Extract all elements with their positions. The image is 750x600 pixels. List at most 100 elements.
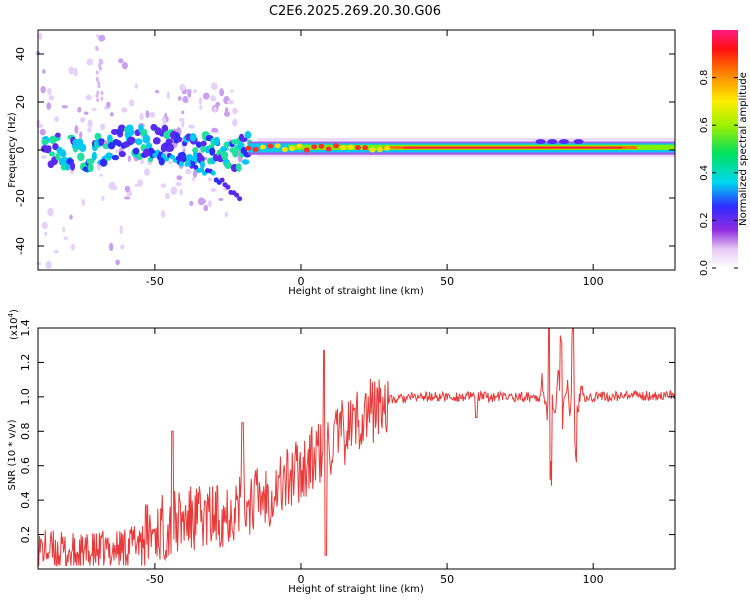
- spectrogram-noise-blob: [166, 91, 170, 100]
- spectrogram-noise-blob: [162, 117, 167, 126]
- spectrogram-ridge-blob: [70, 161, 76, 171]
- spectrogram-noise-blob: [108, 242, 114, 252]
- spectrogram-branch-blob: [178, 161, 184, 167]
- spectrogram-noise-blob: [185, 168, 192, 175]
- spectrogram-ridge-blob: [128, 128, 135, 136]
- colorbar-tick-label: 0.0: [699, 260, 710, 276]
- spectrogram-noise-blob: [120, 244, 125, 250]
- spectrogram-noise-blob: [97, 84, 101, 89]
- spectrogram-noise-blob: [105, 101, 111, 108]
- colorbar-tick-label: 0.6: [699, 117, 710, 133]
- spectrogram-noise-blob: [167, 160, 174, 165]
- spectrogram-noise-blob: [176, 175, 183, 181]
- colorbar: 0.0 0.2 0.4 0.6 0.8 Normalized spectral ampl…: [699, 30, 749, 276]
- spectrogram-y-ticks: -40 -20 0 20 40: [14, 47, 675, 255]
- spectrogram-noise-blob: [137, 179, 144, 187]
- spectrogram-ridge-blob: [376, 147, 383, 153]
- spectrogram-y-tick-label: -40: [14, 237, 27, 255]
- spectrogram-ridge-blob: [86, 158, 95, 165]
- spectrogram-noise-blob: [95, 34, 100, 38]
- spectrogram-noise-blob: [187, 89, 192, 98]
- spectrogram-ridge-blob: [209, 147, 216, 156]
- spectrogram-branch-blob: [161, 153, 167, 159]
- spectrogram-ridge-blob: [340, 145, 347, 151]
- spectrogram-noise-blob: [210, 188, 217, 193]
- spectrogram-noise-blob: [230, 89, 234, 93]
- spectrogram-noise-blob: [85, 94, 93, 101]
- spectrogram-noise-blob: [177, 96, 182, 101]
- spectrogram-noise-blob: [192, 176, 196, 182]
- spectrogram-noise-blob: [227, 99, 234, 105]
- snr-background: [38, 328, 675, 569]
- spectrogram-ridge-blob: [267, 143, 274, 149]
- spectrogram-noise-blob: [124, 185, 131, 193]
- spectrogram-ridge-blob: [240, 137, 248, 143]
- snr-x-ticks: -50 0 50 100: [146, 328, 604, 586]
- colorbar-label: Normalized spectral amplitude: [738, 72, 749, 226]
- spectrogram-panel: -50 0 50 100 -40 -20 0 20 40 Height of straight…: [7, 29, 676, 297]
- spectrogram-ridge-blob: [325, 146, 332, 152]
- spectrogram-branch-blob: [199, 167, 205, 173]
- spectrogram-noise-blob: [77, 106, 82, 113]
- spectrogram-noise-blob: [41, 155, 47, 159]
- snr-x-tick-label: -50: [146, 573, 164, 586]
- spectrogram-noise-blob: [199, 198, 206, 205]
- spectrogram-ridge-blob: [196, 152, 203, 159]
- spectrogram-ridge-blob: [200, 144, 206, 153]
- spectrogram-ridge-blob: [105, 152, 113, 159]
- spectrogram-noise-blob: [74, 125, 79, 134]
- spectrogram-noise-blob: [97, 63, 101, 68]
- colorbar-gradient: [712, 30, 738, 268]
- spectrogram-ridge-blob: [259, 144, 266, 150]
- spectrogram-ridge-blob: [160, 143, 167, 153]
- spectrogram-noise-blob: [178, 117, 185, 122]
- spectrogram-ridge-blob: [79, 143, 87, 152]
- spectrogram-noise-blob: [100, 123, 106, 131]
- spectrogram-noise-blob: [98, 34, 106, 42]
- spectrogram-noise-blob: [232, 107, 238, 115]
- spectrogram-noise-blob: [48, 95, 55, 101]
- spectrogram-noise-blob: [219, 88, 225, 97]
- snr-y-tick-label: 0.4: [19, 491, 32, 509]
- spectrogram-noise-blob: [95, 47, 99, 52]
- spectrogram-noise-blob: [115, 259, 120, 266]
- spectrogram-branch-blob: [219, 177, 225, 183]
- spectrogram-noise-blob: [123, 196, 131, 200]
- spectrogram-ridge-blob: [134, 138, 143, 145]
- spectrogram-ridge-blob: [189, 133, 197, 142]
- spectrogram-ridge-blob: [142, 134, 151, 144]
- spectrogram-ridge-blob: [111, 154, 120, 161]
- spectrogram-noise-blob: [203, 204, 209, 212]
- spectrogram-ridge-blob: [558, 139, 569, 145]
- spectrogram-noise-blob: [95, 93, 99, 98]
- snr-x-tick-label: 50: [440, 573, 454, 586]
- spectrogram-noise-blob: [164, 192, 170, 200]
- snr-x-tick-label: 100: [583, 573, 604, 586]
- spectrogram-noise-blob: [232, 118, 238, 127]
- spectrogram-noise-blob: [148, 111, 156, 118]
- spectrogram-noise-blob: [40, 85, 46, 94]
- spectrogram-ridge-blob: [195, 141, 202, 148]
- spectrogram-ridge-blob: [296, 143, 303, 149]
- spectrogram-noise-blob: [99, 173, 103, 177]
- spectrogram-ridge-blob: [303, 147, 310, 153]
- spectrogram-noise-blob: [170, 186, 178, 195]
- spectrogram-branch-blob: [193, 164, 199, 170]
- spectrogram-noise-blob: [54, 116, 60, 122]
- spectrogram-ridge-blob: [161, 124, 169, 133]
- spectrogram-ridge-blob: [91, 151, 97, 161]
- spectrogram-ridge-blob: [347, 144, 354, 150]
- spectrogram-noise-blob: [218, 197, 224, 201]
- spectrogram-noise-blob: [70, 243, 75, 251]
- spectrogram-noise-blob: [211, 127, 218, 133]
- spectrogram-ridge-blob: [245, 145, 252, 151]
- spectrogram-noise-blob: [100, 60, 104, 65]
- spectrogram-noise-blob: [154, 89, 160, 94]
- spectrogram-ridge-blob: [362, 145, 369, 151]
- spectrogram-ridge-blob: [241, 159, 250, 165]
- spectrogram-noise-blob: [181, 120, 185, 128]
- snr-x-tick-label: 0: [297, 573, 304, 586]
- spectrogram-noise-blob: [198, 97, 203, 106]
- spectrogram-marks: [35, 32, 675, 269]
- spectrogram-noise-blob: [62, 226, 66, 233]
